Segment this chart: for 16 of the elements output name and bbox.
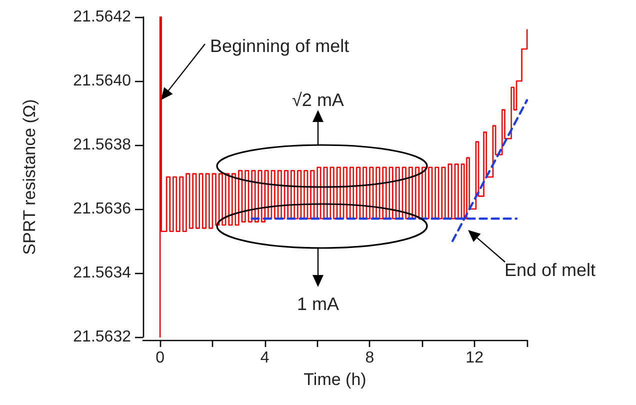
annotation: Beginning of melt [210, 36, 350, 56]
annotation: √2 mA [292, 90, 344, 110]
x-tick-label: 12 [466, 350, 484, 366]
y-tick-label: 21.5632 [73, 328, 132, 346]
y-tick-label: 21.5642 [73, 8, 132, 26]
x-axis-title: Time (h) [304, 370, 366, 389]
annotation: End of melt [504, 260, 596, 280]
annotation: 1 mA [296, 294, 340, 314]
x-tick-label: 4 [260, 350, 270, 366]
y-tick-label: 21.5638 [73, 136, 132, 154]
x-tick-label: 0 [156, 350, 165, 366]
x-tick-label: 8 [365, 350, 374, 366]
y-tick-label: 21.5636 [73, 200, 132, 218]
y-tick-label: 21.5640 [73, 72, 132, 90]
y-tick-label: 21.5634 [73, 264, 132, 282]
y-axis-title: SPRT resistance (Ω) [20, 99, 39, 255]
